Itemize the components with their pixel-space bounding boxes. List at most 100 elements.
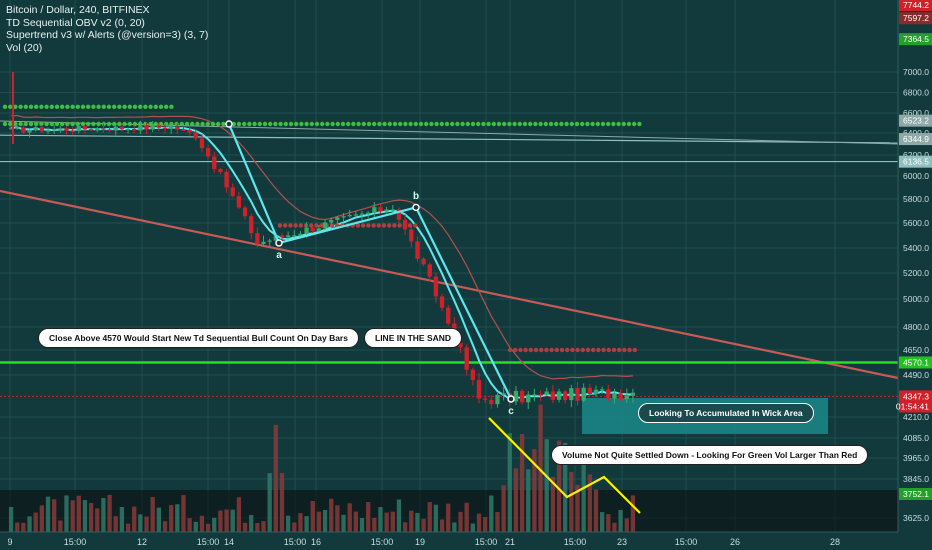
volume-bar	[218, 510, 223, 532]
supertrend-dot	[455, 121, 460, 127]
supertrend-dot	[106, 121, 112, 127]
supertrend-dot	[564, 121, 569, 127]
supertrend-dot	[418, 121, 424, 127]
candle-body	[624, 395, 629, 400]
supertrend-dot	[606, 347, 611, 353]
supertrend-dot	[96, 104, 101, 110]
candle-body	[193, 132, 198, 139]
candle-body	[569, 388, 574, 401]
candle-body	[304, 227, 309, 234]
price-axis-bg	[898, 0, 932, 550]
supertrend-dot	[143, 104, 148, 110]
supertrend-dot	[23, 104, 28, 110]
volume-bar	[464, 502, 469, 532]
supertrend-dot	[80, 121, 86, 127]
volume-bar	[144, 516, 149, 532]
supertrend-dot	[539, 347, 544, 353]
volume-bar	[285, 515, 291, 532]
candle-body	[70, 130, 75, 132]
supertrend-dot	[49, 121, 54, 127]
supertrend-dot	[86, 104, 91, 110]
supertrend-dot	[626, 121, 632, 127]
supertrend-dot	[158, 121, 164, 127]
supertrend-dot	[351, 121, 356, 127]
supertrend-dot	[2, 104, 8, 110]
price-tick: 3625.0	[903, 513, 929, 523]
supertrend-dot	[320, 121, 325, 127]
volume-bar	[205, 523, 211, 532]
volume-bar	[162, 521, 168, 532]
supertrend-dot	[491, 121, 496, 127]
candle-body	[199, 138, 205, 149]
candle-body	[495, 394, 500, 405]
price-badge	[899, 33, 932, 46]
supertrend-dot	[39, 104, 44, 110]
candle-body	[58, 128, 63, 130]
price-badge	[899, 12, 932, 25]
supertrend-dot	[574, 121, 580, 127]
supertrend-dot	[247, 121, 252, 127]
supertrend-dot	[621, 121, 626, 127]
price-badge-label: 7364.5	[903, 34, 929, 44]
candle-body	[45, 130, 51, 132]
supertrend-dot	[49, 104, 54, 110]
volume-bar	[132, 506, 137, 532]
price-tick: 7000.0	[903, 67, 929, 77]
candle-body	[335, 217, 340, 220]
supertrend-dot	[122, 104, 127, 110]
resistance-line	[0, 134, 899, 144]
candle-body	[618, 393, 623, 400]
supertrend-dot	[309, 121, 314, 127]
supertrend-dot	[96, 121, 101, 127]
volume-note: Volume Not Quite Settled Down - Looking …	[551, 445, 869, 465]
supertrend-dot	[205, 121, 210, 127]
volume-bar	[630, 495, 636, 532]
supertrend-dot	[8, 104, 13, 110]
supertrend-dot	[397, 223, 402, 228]
volume-bar	[366, 502, 371, 532]
supertrend-dot	[595, 121, 600, 127]
candle-body	[421, 258, 426, 265]
volume-bar	[249, 514, 254, 532]
candle-body	[132, 129, 137, 131]
supertrend-dot	[236, 121, 242, 127]
candle-body	[107, 129, 112, 131]
volume-bar	[76, 495, 81, 532]
candle-body	[606, 389, 611, 399]
volume-bar	[618, 509, 623, 532]
time-label: 15:00	[64, 537, 87, 547]
candle-body	[384, 209, 389, 212]
supertrend-dot	[361, 121, 366, 127]
supertrend-dot	[153, 104, 158, 110]
supertrend-dot	[252, 121, 257, 127]
volume-bar	[8, 506, 14, 532]
volume-bar	[569, 471, 574, 532]
supertrend-dot	[611, 347, 617, 353]
candle-body	[489, 399, 494, 405]
volume-bar	[181, 495, 186, 532]
supertrend-dot	[242, 121, 247, 127]
supertrend-dot	[496, 121, 502, 127]
time-label: 15:00	[564, 537, 587, 547]
price-badge	[899, 400, 932, 413]
price-badge-label: 4347.3	[903, 391, 929, 401]
supertrend-dot	[585, 347, 591, 353]
supertrend-dot	[329, 223, 335, 228]
candle-body	[483, 398, 488, 400]
candle-body	[612, 393, 617, 399]
supertrend-dot	[470, 121, 476, 127]
time-label: 28	[830, 537, 840, 547]
volume-bar	[113, 516, 118, 532]
volume-bar	[372, 517, 377, 532]
volume-bar	[341, 514, 346, 532]
candle-body	[532, 394, 537, 396]
wave-point	[275, 239, 283, 247]
supertrend-dot	[122, 121, 127, 127]
candle-body	[187, 129, 192, 133]
candle-body	[292, 235, 297, 237]
supertrend-dot	[580, 121, 585, 127]
supertrend-dot	[195, 121, 200, 127]
candle-body	[279, 235, 285, 238]
volume-bar	[390, 511, 395, 532]
